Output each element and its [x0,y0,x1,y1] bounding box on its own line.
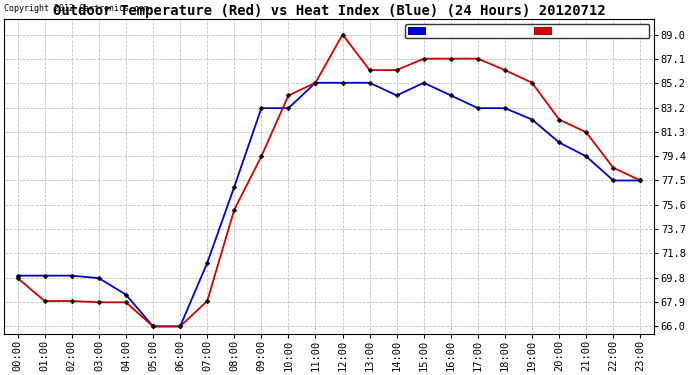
Title: Outdoor Temperature (Red) vs Heat Index (Blue) (24 Hours) 20120712: Outdoor Temperature (Red) vs Heat Index … [52,4,605,18]
Legend: Heat Index  (°F), Temperature  (°F): Heat Index (°F), Temperature (°F) [405,24,649,38]
Text: Copyright 2012 Cartronics.com: Copyright 2012 Cartronics.com [4,4,149,13]
